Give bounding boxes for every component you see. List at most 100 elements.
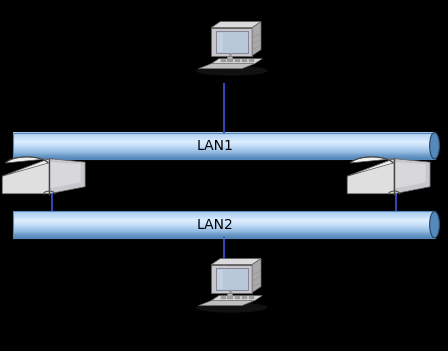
Polygon shape [252, 259, 261, 293]
Bar [13, 234, 435, 235]
Bar [13, 149, 435, 150]
Polygon shape [242, 59, 247, 60]
Polygon shape [217, 33, 223, 52]
Polygon shape [235, 297, 240, 298]
Bar [13, 212, 435, 213]
Polygon shape [228, 297, 233, 298]
Bar [13, 237, 435, 238]
Polygon shape [228, 61, 233, 62]
Bar [13, 222, 435, 223]
Polygon shape [242, 296, 247, 297]
Bar [13, 138, 435, 139]
Bar [13, 148, 435, 149]
Bar [13, 133, 435, 134]
Bar [13, 152, 435, 153]
Bar [13, 141, 435, 142]
Ellipse shape [430, 133, 439, 159]
Bar [13, 213, 435, 214]
Bar [13, 225, 435, 226]
Bar [13, 233, 435, 234]
Polygon shape [235, 61, 240, 62]
Bar [13, 223, 435, 224]
Bar [13, 227, 435, 228]
Polygon shape [49, 159, 85, 194]
Bar [13, 229, 435, 230]
Polygon shape [221, 298, 226, 299]
Polygon shape [211, 259, 261, 265]
Bar [13, 217, 435, 218]
Polygon shape [221, 60, 226, 61]
Ellipse shape [196, 303, 267, 313]
Bar [13, 219, 435, 220]
Bar [13, 232, 435, 233]
Polygon shape [242, 60, 247, 61]
Polygon shape [249, 61, 254, 62]
Bar [13, 150, 435, 151]
Polygon shape [227, 55, 232, 61]
Bar [13, 157, 435, 158]
Bar [13, 216, 435, 217]
Bar [13, 143, 435, 144]
Polygon shape [211, 22, 261, 28]
Polygon shape [211, 28, 252, 56]
Polygon shape [249, 59, 254, 60]
Polygon shape [249, 297, 254, 298]
Bar [13, 146, 435, 147]
Polygon shape [198, 64, 254, 69]
Bar [13, 140, 435, 141]
Bar [13, 152, 435, 154]
Bar [13, 135, 435, 136]
Polygon shape [221, 296, 226, 297]
Bar [13, 230, 435, 232]
Polygon shape [227, 292, 232, 298]
Polygon shape [235, 298, 240, 299]
Bar [13, 226, 435, 227]
Polygon shape [221, 59, 226, 60]
Bar [13, 211, 435, 212]
Bar [13, 220, 435, 221]
Bar [13, 214, 435, 216]
Polygon shape [217, 270, 223, 289]
Bar [13, 134, 435, 135]
Polygon shape [242, 298, 247, 299]
Bar [13, 216, 435, 218]
Polygon shape [228, 296, 233, 297]
Bar [13, 145, 435, 146]
Polygon shape [242, 297, 247, 298]
Polygon shape [249, 60, 254, 61]
Bar [13, 236, 435, 237]
Polygon shape [211, 265, 252, 293]
Polygon shape [347, 157, 394, 176]
Polygon shape [49, 162, 81, 188]
Polygon shape [211, 296, 263, 300]
Bar [13, 158, 435, 159]
Polygon shape [242, 61, 247, 62]
Polygon shape [216, 31, 248, 53]
Polygon shape [394, 159, 430, 194]
Polygon shape [394, 162, 426, 188]
Polygon shape [221, 297, 226, 298]
Polygon shape [252, 22, 261, 56]
Ellipse shape [196, 66, 267, 76]
Polygon shape [228, 59, 233, 60]
Polygon shape [216, 267, 248, 290]
Bar [13, 156, 435, 157]
Polygon shape [347, 159, 394, 194]
Bar [13, 224, 435, 225]
Polygon shape [211, 59, 263, 64]
Bar [13, 211, 435, 238]
Polygon shape [198, 300, 254, 306]
Bar [13, 136, 435, 137]
Bar [13, 147, 435, 148]
Polygon shape [235, 296, 240, 297]
Polygon shape [2, 157, 49, 176]
Bar [13, 133, 435, 159]
Bar [13, 221, 435, 222]
Bar [13, 138, 435, 139]
Bar [13, 137, 435, 138]
Bar [13, 231, 435, 232]
Bar [13, 153, 435, 154]
Polygon shape [235, 60, 240, 61]
Ellipse shape [430, 211, 439, 238]
Polygon shape [221, 61, 226, 62]
